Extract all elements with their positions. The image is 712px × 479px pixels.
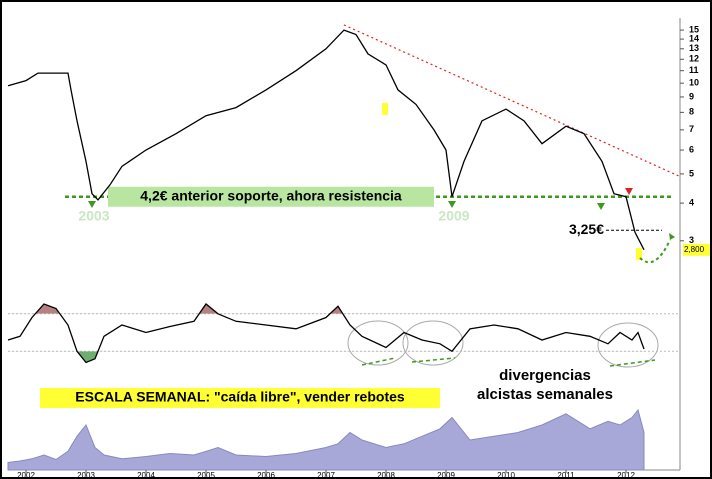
support-label: 4,2€ anterior soporte, ahora resistencia <box>140 187 402 203</box>
projection <box>639 239 671 264</box>
oscillator-line <box>7 303 645 364</box>
arrow <box>669 233 675 240</box>
arrow <box>625 188 633 195</box>
marker <box>636 248 642 260</box>
x-tick-label: 2003 <box>77 471 95 479</box>
y-tick-label: 6 <box>689 144 694 154</box>
note: ESCALA SEMANAL: "caída libre", vender re… <box>75 389 405 405</box>
x-tick-label: 2008 <box>377 471 395 479</box>
last-price-label: 2,800 <box>684 245 705 254</box>
x-tick-label: 2006 <box>257 471 275 479</box>
divergence-line <box>361 357 396 366</box>
y-tick-label: 11 <box>689 65 699 75</box>
y-tick-label: 8 <box>689 107 694 117</box>
x-tick-label: 2004 <box>137 471 155 479</box>
price-line <box>7 29 645 251</box>
y-tick-label: 10 <box>689 78 699 88</box>
y-tick-label: 7 <box>689 124 694 134</box>
x-tick-label: 2012 <box>617 471 635 479</box>
highlight-circle <box>402 320 464 366</box>
annotation: alcistas semanales <box>477 386 613 403</box>
y-tick-label: 5 <box>689 168 694 178</box>
y-tick-label: 14 <box>689 33 699 43</box>
label-box <box>108 186 434 207</box>
level-label: 3,25€ <box>569 221 604 237</box>
x-tick-label: 2009 <box>437 471 455 479</box>
x-tick-label: 2011 <box>557 471 575 479</box>
y-tick-label: 3 <box>689 235 694 245</box>
highlight-circle <box>347 320 409 366</box>
x-tick-label: 2002 <box>17 471 35 479</box>
arrow <box>448 201 456 208</box>
note-box <box>40 388 440 408</box>
last-price-box <box>683 243 710 256</box>
annotation: divergencias <box>499 367 591 384</box>
y-tick-label: 15 <box>689 24 699 34</box>
arrow <box>88 201 96 208</box>
resistance-line <box>343 24 681 178</box>
year-mark: 2003 <box>78 207 109 223</box>
x-tick-label: 2005 <box>197 471 215 479</box>
y-tick-label: 4 <box>689 197 694 207</box>
divergence-line <box>609 359 656 367</box>
y-tick-label: 9 <box>689 91 694 101</box>
y-tick-label: 13 <box>689 43 699 53</box>
highlight-circle <box>597 322 659 368</box>
x-tick-label: 2010 <box>497 471 515 479</box>
x-tick-label: 2007 <box>317 471 335 479</box>
y-tick-label: 12 <box>689 54 699 64</box>
year-mark: 2009 <box>438 207 469 223</box>
arrow <box>597 203 605 210</box>
divergence-line <box>411 357 456 363</box>
volume-area <box>7 408 645 471</box>
marker <box>382 103 388 115</box>
